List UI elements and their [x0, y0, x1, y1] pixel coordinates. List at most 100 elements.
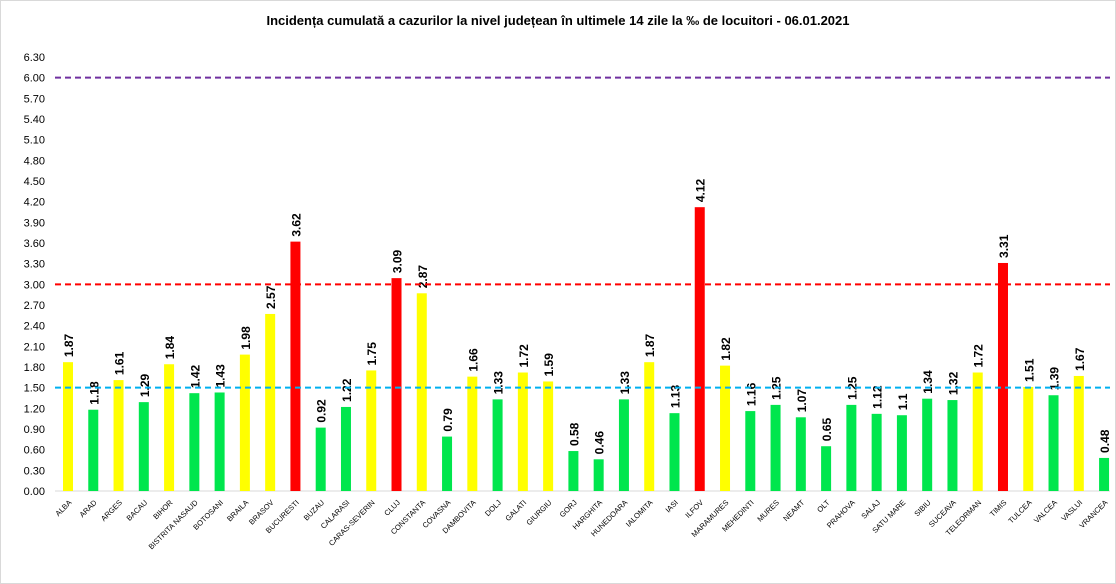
data-label: 4.12 [694, 178, 708, 202]
bar-hunedoara [618, 399, 629, 491]
bar-bucuresti [290, 241, 301, 491]
y-tick-label: 6.00 [24, 73, 45, 85]
data-label: 1.22 [340, 378, 354, 402]
data-label: 1.34 [921, 370, 935, 394]
bar-ialomita [644, 362, 655, 491]
x-tick-label: GALATI [503, 498, 528, 523]
x-tick-label: GORJ [558, 498, 579, 519]
data-label: 1.13 [668, 384, 682, 408]
y-tick-label: 0.90 [24, 424, 45, 436]
bar-prahova [846, 404, 857, 491]
y-tick-label: 3.30 [24, 259, 45, 271]
data-label: 2.87 [416, 265, 430, 289]
bar-olt [821, 446, 832, 491]
data-label: 1.84 [163, 336, 177, 360]
y-tick-label: 1.20 [24, 403, 45, 415]
bar-cluj [391, 278, 402, 491]
y-tick-label: 0.00 [24, 486, 45, 498]
y-tick-label: 0.30 [24, 465, 45, 477]
x-tick-label: BACAU [125, 498, 150, 523]
y-tick-label: 4.80 [24, 155, 45, 167]
bar-salaj [871, 413, 882, 491]
bar-maramures [720, 365, 731, 491]
data-label: 1.29 [138, 373, 152, 397]
y-tick-label: 5.40 [24, 114, 45, 126]
x-tick-label: SALAJ [859, 498, 882, 521]
bar-ilfov [694, 207, 705, 491]
data-label: 0.58 [567, 422, 581, 446]
y-tick-label: 0.60 [24, 445, 45, 457]
data-label: 1.42 [188, 364, 202, 388]
bar-bistrita-nasaud [189, 393, 200, 491]
data-label: 1.32 [946, 371, 960, 395]
data-label: 1.72 [972, 344, 986, 368]
x-tick-label: IALOMITA [624, 498, 655, 529]
data-label: 1.67 [1073, 347, 1087, 371]
bar-caras-severin [366, 370, 377, 491]
bar-vaslui [1073, 375, 1084, 491]
bar-iasi [669, 413, 680, 491]
x-tick-label: ALBA [53, 498, 73, 518]
bar-arges [113, 380, 124, 491]
bar-botosani [214, 392, 225, 491]
data-label: 1.72 [517, 344, 531, 368]
data-label: 0.65 [820, 418, 834, 442]
bar-constanta [416, 293, 427, 491]
bar-tulcea [1023, 386, 1034, 491]
y-tick-label: 2.40 [24, 321, 45, 333]
y-tick-label: 3.00 [24, 279, 45, 291]
bar-galati [517, 372, 528, 491]
data-label: 1.33 [492, 371, 506, 395]
y-tick-label: 4.50 [24, 176, 45, 188]
y-tick-label: 2.10 [24, 341, 45, 353]
data-label: 1.33 [618, 371, 632, 395]
data-label: 1.66 [466, 348, 480, 372]
bar-bacau [138, 402, 149, 491]
x-tick-label: TIMIS [988, 498, 1009, 519]
bar-sibiu [922, 398, 933, 491]
x-tick-label: ILFOV [683, 498, 705, 520]
bar-teleorman [972, 372, 983, 491]
data-label: 1.82 [719, 337, 733, 361]
data-label: 3.31 [997, 234, 1011, 258]
x-tick-label: CARAS-SEVERIN [327, 498, 377, 548]
data-label: 0.48 [1098, 429, 1112, 453]
data-label: 2.57 [264, 285, 278, 309]
y-tick-label: 1.50 [24, 383, 45, 395]
bar-bihor [164, 364, 175, 491]
x-tick-label: BIHOR [151, 498, 175, 522]
data-label: 1.1 [896, 393, 910, 410]
x-tick-label: GIURGIU [524, 498, 553, 527]
x-tick-label: VASLUI [1059, 498, 1084, 523]
bar-braila [239, 354, 250, 491]
x-tick-label: ARGES [99, 498, 124, 523]
bar-valcea [1048, 395, 1059, 491]
x-tick-label: ARAD [78, 498, 100, 520]
x-tick-label: OLT [815, 498, 832, 515]
bar-mures [770, 404, 781, 491]
data-label: 1.43 [214, 364, 228, 388]
data-label: 1.12 [871, 385, 885, 409]
data-label: 1.07 [795, 389, 809, 413]
bar-dolj [492, 399, 503, 491]
x-tick-label: SIBIU [912, 498, 932, 518]
y-tick-label: 3.60 [24, 238, 45, 250]
data-label: 1.16 [744, 382, 758, 406]
bar-dambovita [467, 376, 478, 491]
bar-mehedinti [745, 411, 756, 491]
bar-neamt [795, 417, 806, 491]
bar-buzau [315, 427, 326, 491]
bar-arad [88, 409, 99, 491]
data-label: 1.25 [845, 376, 859, 400]
x-tick-label: TULCEA [1006, 498, 1033, 525]
x-tick-label: IASI [663, 498, 679, 514]
bar-giurgiu [543, 381, 554, 491]
bar-alba [63, 362, 73, 491]
data-label: 1.59 [542, 353, 556, 377]
bar-harghita [593, 459, 604, 491]
data-label: 1.51 [1022, 358, 1036, 382]
data-label: 1.87 [62, 333, 76, 357]
y-tick-label: 5.70 [24, 93, 45, 105]
x-tick-label: VALCEA [1032, 498, 1059, 525]
